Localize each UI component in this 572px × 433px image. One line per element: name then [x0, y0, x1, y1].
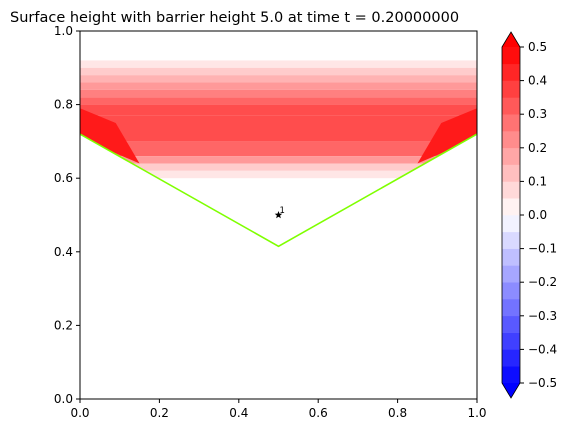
colorbar-tick-label-5: 0.0	[528, 208, 547, 222]
y-tick-label-0: 0.0	[54, 392, 73, 406]
dry-region	[80, 134, 477, 399]
colorbar-segment-8	[502, 231, 520, 249]
contour-fill	[80, 60, 477, 399]
colorbar-tick-label-8: −0.3	[528, 309, 557, 323]
x-tick-label-4: 0.8	[388, 406, 407, 420]
colorbar-segment-9	[502, 215, 520, 233]
colorbar-segment-19	[502, 47, 520, 65]
contour-band-1	[80, 67, 477, 76]
y-tick-label-2: 0.4	[54, 245, 73, 259]
gauge-marker-0	[274, 211, 283, 219]
colorbar-segment-12	[502, 164, 520, 182]
colorbar-segments	[501, 31, 521, 399]
x-tick-label-1: 0.2	[150, 406, 169, 420]
x-tick-label-5: 1.0	[467, 406, 486, 420]
colorbar-segment-3	[502, 315, 520, 333]
contour-band-7	[80, 115, 477, 142]
contour-band-8	[80, 141, 477, 157]
colorbar-tick-label-4: 0.1	[528, 174, 547, 188]
colorbar-segment-16	[502, 97, 520, 115]
colorbar-segment-17	[502, 80, 520, 98]
contour-band-10	[80, 163, 477, 171]
contour-band-11	[80, 170, 477, 179]
colorbar-segment-6	[502, 265, 520, 283]
colorbar-segment-2	[502, 332, 520, 350]
contour-band-0	[80, 60, 477, 68]
colorbar-tick-label-1: 0.4	[528, 74, 547, 88]
x-axis-ticks: 0.0 0.2 0.4 0.6 0.8 1.0	[70, 399, 487, 420]
x-tick-label-2: 0.4	[229, 406, 248, 420]
y-tick-label-3: 0.6	[54, 171, 73, 185]
plot-area: 1 0.0 0.2 0.4 0.6 0.8 1.0 0.0 0.2 0.4 0.6 0.8 1.0	[54, 24, 487, 420]
colorbar-tick-label-0: 0.5	[528, 40, 547, 54]
colorbar-segment-1	[502, 349, 520, 367]
colorbar-tick-label-3: 0.2	[528, 141, 547, 155]
colorbar: 0.5 0.4 0.3 0.2 0.1 0.0 −0.1 −0.2 −0.3 −0.4 −0.5	[501, 31, 557, 399]
colorbar-segment-4	[502, 299, 520, 317]
colorbar-tick-label-9: −0.4	[528, 342, 557, 356]
corner-region-left	[80, 108, 140, 164]
colorbar-tick-label-2: 0.3	[528, 107, 547, 121]
barrier-line-0	[80, 133, 477, 248]
y-tick-label-4: 0.8	[54, 98, 73, 112]
chart-title: Surface height with barrier height 5.0 a…	[10, 10, 459, 26]
contour-band-5	[80, 97, 477, 105]
colorbar-tick-label-6: −0.1	[528, 242, 557, 256]
contour-band-3	[80, 82, 477, 90]
contour-band-6	[80, 104, 477, 116]
colorbar-extend-min	[502, 383, 520, 398]
colorbar-segment-0	[502, 366, 520, 384]
colorbar-segment-14	[502, 131, 520, 149]
colorbar-ticks: 0.5 0.4 0.3 0.2 0.1 0.0 −0.1 −0.2 −0.3 −0.4 −0.5	[520, 40, 557, 390]
contour-band-2	[80, 75, 477, 83]
y-axis-ticks: 0.0 0.2 0.4 0.6 0.8 1.0	[54, 24, 80, 406]
colorbar-segment-15	[502, 114, 520, 132]
colorbar-segment-10	[502, 198, 520, 216]
colorbar-tick-label-10: −0.5	[528, 376, 557, 390]
gauge-label-0: 1	[280, 206, 285, 216]
colorbar-tick-label-7: −0.2	[528, 275, 557, 289]
colorbar-segment-18	[502, 63, 520, 81]
colorbar-segment-7	[502, 248, 520, 266]
x-tick-label-0: 0.0	[70, 406, 89, 420]
contour-band-4	[80, 89, 477, 98]
corner-region-right	[417, 108, 477, 164]
colorbar-segment-13	[502, 147, 520, 165]
gauge-markers: 1	[274, 206, 285, 219]
barrier-lines	[80, 133, 477, 248]
colorbar-extend-max	[502, 32, 520, 47]
contour-band-9	[80, 156, 477, 164]
colorbar-segment-5	[502, 282, 520, 300]
x-tick-label-3: 0.6	[309, 406, 328, 420]
plot-frame	[79, 30, 478, 400]
y-tick-label-1: 0.2	[54, 318, 73, 332]
colorbar-segment-11	[502, 181, 520, 199]
y-tick-label-5: 1.0	[54, 24, 73, 38]
